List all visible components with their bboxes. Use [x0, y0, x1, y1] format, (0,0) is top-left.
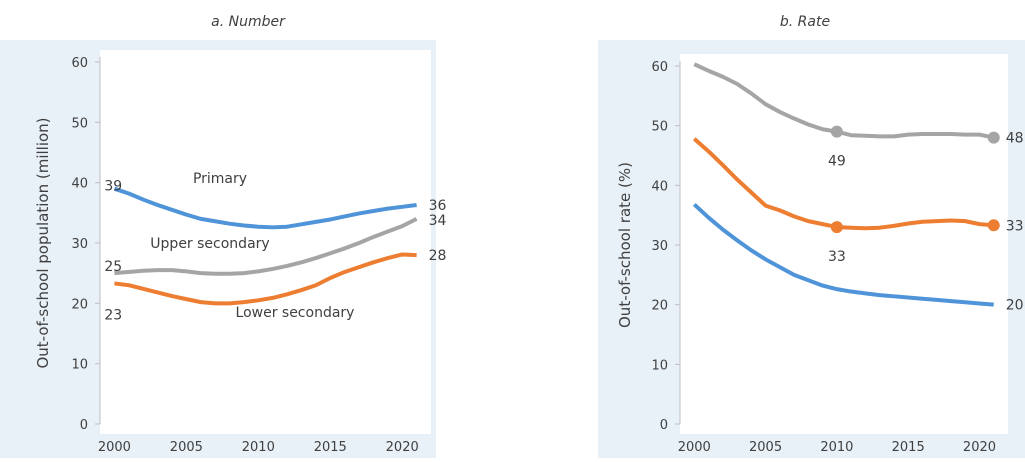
series-label: Upper secondary: [150, 236, 269, 252]
chart-title: a. Number: [211, 14, 286, 30]
data-label: 20: [1006, 298, 1024, 314]
marker: [987, 131, 1000, 144]
marker: [987, 219, 1000, 232]
data-label: 48: [1006, 131, 1024, 147]
x-tick-label: 2000: [98, 440, 131, 455]
data-label: 34: [429, 213, 447, 229]
y-tick-label: 0: [80, 418, 88, 433]
x-tick-label: 2005: [749, 440, 782, 455]
marker: [830, 221, 843, 234]
x-tick-label: 2010: [242, 440, 275, 455]
y-tick-label: 60: [71, 56, 88, 71]
y-tick-label: 30: [651, 239, 668, 254]
x-tick-label: 2005: [170, 440, 203, 455]
y-axis-label: Out-of-school population (million): [34, 117, 52, 368]
series-label: Primary: [193, 171, 247, 187]
data-label: 23: [104, 307, 122, 323]
data-label: 39: [104, 179, 122, 195]
data-label: 36: [429, 198, 447, 214]
y-tick-label: 10: [651, 358, 668, 373]
y-tick-label: 50: [71, 116, 88, 131]
marker: [830, 125, 843, 138]
series-label: Lower secondary: [236, 305, 355, 321]
x-tick-label: 2010: [820, 440, 853, 455]
series-line: [114, 252, 417, 306]
data-label: 25: [104, 259, 122, 275]
y-tick-label: 20: [71, 297, 88, 312]
y-tick-label: 60: [651, 60, 668, 75]
y-tick-label: 50: [651, 120, 668, 135]
x-tick-label: 2000: [678, 440, 711, 455]
chart-title: b. Rate: [780, 14, 830, 30]
x-tick-label: 2020: [963, 440, 996, 455]
series-line: [114, 217, 418, 276]
y-tick-label: 40: [651, 179, 668, 194]
y-tick-label: 30: [71, 237, 88, 252]
x-tick-label: 2015: [314, 440, 347, 455]
y-tick-label: 0: [660, 418, 668, 433]
y-tick-label: 40: [71, 177, 88, 192]
data-label: 33: [1006, 218, 1024, 234]
series-line: [113, 186, 417, 230]
data-label: 49: [828, 154, 846, 170]
y-tick-label: 10: [71, 358, 88, 373]
data-label: 33: [828, 249, 846, 265]
x-tick-label: 2015: [892, 440, 925, 455]
data-label: 28: [429, 248, 447, 264]
x-tick-label: 2020: [386, 440, 419, 455]
series-line: [692, 137, 994, 231]
series-line: [692, 202, 994, 307]
y-axis-label: Out-of-school rate (%): [616, 162, 634, 328]
plot-area: [680, 54, 1008, 434]
y-tick-label: 20: [651, 299, 668, 314]
plot-area: [100, 50, 431, 434]
series-line: [693, 62, 995, 140]
